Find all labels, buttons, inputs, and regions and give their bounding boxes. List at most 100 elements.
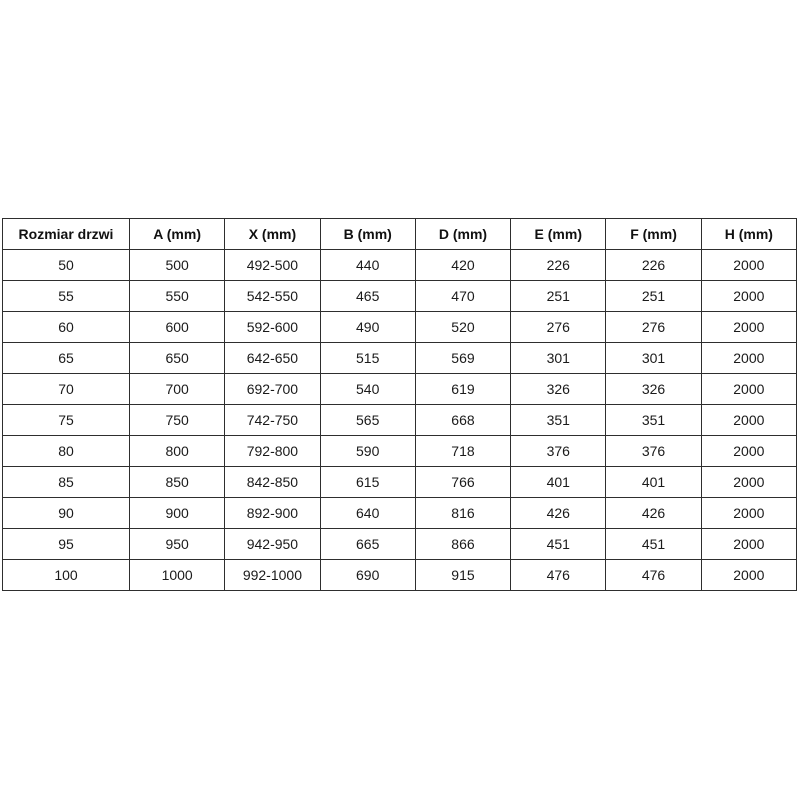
table-row: 100 1000 992-1000 690 915 476 476 2000 xyxy=(2,559,798,591)
table-cell: 515 xyxy=(319,342,416,374)
table-cell: 465 xyxy=(319,280,416,312)
table-cell: 850 xyxy=(128,466,226,498)
table-cell: 992-1000 xyxy=(224,559,321,591)
table-row: 75 750 742-750 565 668 351 351 2000 xyxy=(2,404,798,436)
table-cell: 792-800 xyxy=(224,435,321,467)
table-cell: 401 xyxy=(605,466,702,498)
table-cell: 866 xyxy=(414,528,512,560)
table-cell: 60 xyxy=(2,311,130,343)
column-header: A (mm) xyxy=(128,218,226,250)
table-cell: 692-700 xyxy=(224,373,321,405)
column-header: D (mm) xyxy=(414,218,512,250)
table-cell: 226 xyxy=(510,249,607,281)
table-cell: 2000 xyxy=(700,559,798,591)
table-cell: 565 xyxy=(319,404,416,436)
table-cell: 665 xyxy=(319,528,416,560)
table-cell: 85 xyxy=(2,466,130,498)
table-cell: 301 xyxy=(605,342,702,374)
column-header: F (mm) xyxy=(605,218,702,250)
table-cell: 75 xyxy=(2,404,130,436)
table-cell: 900 xyxy=(128,497,226,529)
column-header: Rozmiar drzwi xyxy=(2,218,130,250)
table-cell: 65 xyxy=(2,342,130,374)
table-cell: 451 xyxy=(605,528,702,560)
table-cell: 540 xyxy=(319,373,416,405)
table-cell: 301 xyxy=(510,342,607,374)
table-cell: 520 xyxy=(414,311,512,343)
table-cell: 915 xyxy=(414,559,512,591)
table-cell: 376 xyxy=(605,435,702,467)
table-cell: 2000 xyxy=(700,280,798,312)
table-header-row: Rozmiar drzwi A (mm) X (mm) B (mm) D (mm) E (… xyxy=(2,218,798,250)
table-cell: 650 xyxy=(128,342,226,374)
table-row: 80 800 792-800 590 718 376 376 2000 xyxy=(2,435,798,467)
table-cell: 420 xyxy=(414,249,512,281)
table-cell: 470 xyxy=(414,280,512,312)
table-cell: 619 xyxy=(414,373,512,405)
table-cell: 842-850 xyxy=(224,466,321,498)
table-cell: 950 xyxy=(128,528,226,560)
table-cell: 476 xyxy=(510,559,607,591)
table-cell: 2000 xyxy=(700,404,798,436)
table-cell: 2000 xyxy=(700,528,798,560)
table-row: 85 850 842-850 615 766 401 401 2000 xyxy=(2,466,798,498)
column-header: H (mm) xyxy=(700,218,798,250)
door-size-spec-table: Rozmiar drzwi A (mm) X (mm) B (mm) D (mm) E (… xyxy=(2,218,798,591)
table-cell: 2000 xyxy=(700,373,798,405)
table-cell: 492-500 xyxy=(224,249,321,281)
table-cell: 766 xyxy=(414,466,512,498)
table-row: 55 550 542-550 465 470 251 251 2000 xyxy=(2,280,798,312)
table-cell: 700 xyxy=(128,373,226,405)
table-cell: 892-900 xyxy=(224,497,321,529)
table-cell: 2000 xyxy=(700,342,798,374)
table-row: 70 700 692-700 540 619 326 326 2000 xyxy=(2,373,798,405)
table-cell: 476 xyxy=(605,559,702,591)
table-cell: 401 xyxy=(510,466,607,498)
table-cell: 426 xyxy=(605,497,702,529)
table-cell: 742-750 xyxy=(224,404,321,436)
table-cell: 592-600 xyxy=(224,311,321,343)
table-cell: 351 xyxy=(605,404,702,436)
table-cell: 2000 xyxy=(700,249,798,281)
table-cell: 426 xyxy=(510,497,607,529)
column-header: B (mm) xyxy=(319,218,416,250)
table-cell: 251 xyxy=(510,280,607,312)
table-cell: 376 xyxy=(510,435,607,467)
table-cell: 718 xyxy=(414,435,512,467)
table-cell: 800 xyxy=(128,435,226,467)
table-row: 95 950 942-950 665 866 451 451 2000 xyxy=(2,528,798,560)
table-cell: 640 xyxy=(319,497,416,529)
table-cell: 550 xyxy=(128,280,226,312)
table-cell: 1000 xyxy=(128,559,226,591)
table-cell: 2000 xyxy=(700,497,798,529)
table-cell: 942-950 xyxy=(224,528,321,560)
table-header: Rozmiar drzwi A (mm) X (mm) B (mm) D (mm) E (… xyxy=(2,218,798,250)
table-cell: 95 xyxy=(2,528,130,560)
table-cell: 70 xyxy=(2,373,130,405)
table-row: 65 650 642-650 515 569 301 301 2000 xyxy=(2,342,798,374)
table-row: 50 500 492-500 440 420 226 226 2000 xyxy=(2,249,798,281)
table-cell: 276 xyxy=(605,311,702,343)
table-cell: 50 xyxy=(2,249,130,281)
column-header: X (mm) xyxy=(224,218,321,250)
column-header: E (mm) xyxy=(510,218,607,250)
table-cell: 542-550 xyxy=(224,280,321,312)
table-cell: 100 xyxy=(2,559,130,591)
table-cell: 440 xyxy=(319,249,416,281)
table-cell: 668 xyxy=(414,404,512,436)
table-cell: 451 xyxy=(510,528,607,560)
table-cell: 590 xyxy=(319,435,416,467)
table-cell: 2000 xyxy=(700,311,798,343)
table-cell: 490 xyxy=(319,311,416,343)
table-cell: 2000 xyxy=(700,435,798,467)
table-cell: 2000 xyxy=(700,466,798,498)
table-body: 50 500 492-500 440 420 226 226 2000 55 550 542-550… xyxy=(2,249,798,591)
table-cell: 326 xyxy=(510,373,607,405)
table-cell: 750 xyxy=(128,404,226,436)
table-row: 60 600 592-600 490 520 276 276 2000 xyxy=(2,311,798,343)
table-cell: 600 xyxy=(128,311,226,343)
table-cell: 690 xyxy=(319,559,416,591)
table-cell: 326 xyxy=(605,373,702,405)
table-cell: 226 xyxy=(605,249,702,281)
